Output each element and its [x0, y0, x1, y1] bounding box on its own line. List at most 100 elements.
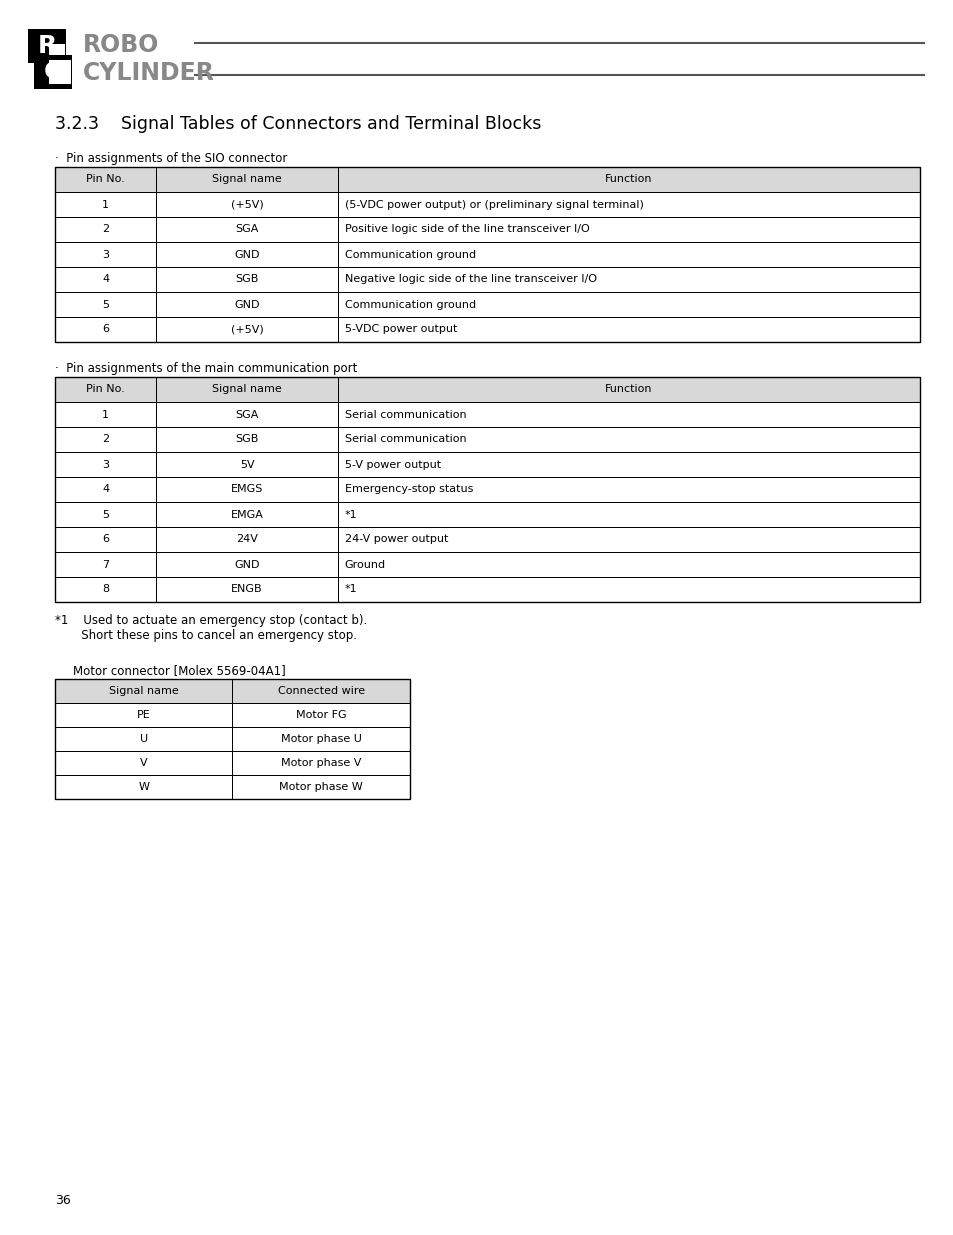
- Bar: [337, 167, 919, 191]
- Bar: [156, 577, 337, 601]
- Bar: [337, 191, 919, 217]
- Bar: [55, 552, 156, 577]
- Bar: [233, 751, 410, 776]
- Text: 1: 1: [102, 200, 109, 210]
- Text: Motor phase V: Motor phase V: [281, 758, 361, 768]
- Bar: [28, 28, 66, 63]
- Text: V: V: [140, 758, 148, 768]
- Text: 1: 1: [102, 410, 109, 420]
- Bar: [55, 751, 233, 776]
- Text: Negative logic side of the line transceiver I/O: Negative logic side of the line transcei…: [344, 274, 597, 284]
- Text: Signal name: Signal name: [109, 685, 178, 697]
- Bar: [55, 377, 156, 403]
- Text: 5V: 5V: [239, 459, 254, 469]
- Text: 2: 2: [102, 435, 109, 445]
- Text: W: W: [138, 782, 149, 792]
- Bar: [337, 242, 919, 267]
- Bar: [55, 403, 156, 427]
- Text: Communication ground: Communication ground: [344, 249, 476, 259]
- Bar: [55, 477, 156, 501]
- Bar: [55, 679, 233, 703]
- Bar: [55, 727, 233, 751]
- Text: 36: 36: [55, 1194, 71, 1207]
- Bar: [55, 191, 156, 217]
- Text: 6: 6: [102, 535, 109, 545]
- Bar: [156, 267, 337, 291]
- Bar: [156, 377, 337, 403]
- Text: Serial communication: Serial communication: [344, 435, 466, 445]
- Bar: [337, 577, 919, 601]
- Text: 3: 3: [102, 249, 109, 259]
- Text: Pin No.: Pin No.: [86, 174, 125, 184]
- Bar: [337, 427, 919, 452]
- Text: SGB: SGB: [235, 435, 258, 445]
- Text: 3: 3: [102, 459, 109, 469]
- Text: SGB: SGB: [235, 274, 258, 284]
- Text: Short these pins to cancel an emergency stop.: Short these pins to cancel an emergency …: [55, 629, 356, 642]
- Bar: [55, 317, 156, 342]
- Text: Signal name: Signal name: [212, 174, 281, 184]
- Text: Function: Function: [604, 384, 652, 394]
- Text: 6: 6: [102, 325, 109, 335]
- Text: 8: 8: [102, 584, 109, 594]
- Text: SGA: SGA: [235, 410, 258, 420]
- Bar: [55, 167, 156, 191]
- Bar: [233, 703, 410, 727]
- Bar: [49, 44, 65, 62]
- Bar: [50, 61, 71, 84]
- Bar: [156, 317, 337, 342]
- Text: GND: GND: [234, 559, 259, 569]
- Text: Serial communication: Serial communication: [344, 410, 466, 420]
- Text: Motor phase U: Motor phase U: [280, 734, 361, 743]
- Bar: [55, 267, 156, 291]
- Bar: [55, 167, 919, 342]
- Text: Emergency-stop status: Emergency-stop status: [344, 484, 473, 494]
- Bar: [55, 427, 156, 452]
- Bar: [156, 501, 337, 527]
- Bar: [156, 291, 337, 317]
- Text: 5: 5: [102, 300, 109, 310]
- Text: *1    Used to actuate an emergency stop (contact b).: *1 Used to actuate an emergency stop (co…: [55, 614, 367, 627]
- Text: Motor connector [Molex 5569-04A1]: Motor connector [Molex 5569-04A1]: [73, 664, 286, 677]
- Text: 5-VDC power output: 5-VDC power output: [344, 325, 456, 335]
- Text: Motor phase W: Motor phase W: [279, 782, 363, 792]
- Bar: [34, 56, 71, 89]
- Text: ROBO: ROBO: [83, 33, 159, 57]
- Bar: [156, 167, 337, 191]
- Bar: [337, 377, 919, 403]
- Text: ·  Pin assignments of the main communication port: · Pin assignments of the main communicat…: [55, 362, 357, 375]
- Text: Connected wire: Connected wire: [277, 685, 364, 697]
- Bar: [55, 776, 233, 799]
- Text: ·  Pin assignments of the SIO connector: · Pin assignments of the SIO connector: [55, 152, 287, 165]
- Bar: [55, 291, 156, 317]
- Text: Communication ground: Communication ground: [344, 300, 476, 310]
- Bar: [337, 452, 919, 477]
- Text: 7: 7: [102, 559, 109, 569]
- Text: 2: 2: [102, 225, 109, 235]
- Text: 3.2.3    Signal Tables of Connectors and Terminal Blocks: 3.2.3 Signal Tables of Connectors and Te…: [55, 115, 540, 133]
- Bar: [156, 552, 337, 577]
- Bar: [156, 191, 337, 217]
- Text: GND: GND: [234, 300, 259, 310]
- Text: Positive logic side of the line transceiver I/O: Positive logic side of the line transcei…: [344, 225, 589, 235]
- Text: Pin No.: Pin No.: [86, 384, 125, 394]
- Text: Function: Function: [604, 174, 652, 184]
- Bar: [156, 242, 337, 267]
- Text: Signal name: Signal name: [212, 384, 281, 394]
- Bar: [55, 527, 156, 552]
- Text: *1: *1: [344, 584, 357, 594]
- Bar: [337, 403, 919, 427]
- Bar: [156, 477, 337, 501]
- Text: 4: 4: [102, 484, 109, 494]
- Bar: [337, 317, 919, 342]
- Bar: [156, 452, 337, 477]
- Text: *1: *1: [344, 510, 357, 520]
- Bar: [156, 527, 337, 552]
- Bar: [337, 501, 919, 527]
- Text: U: U: [139, 734, 148, 743]
- Bar: [337, 217, 919, 242]
- Bar: [337, 477, 919, 501]
- Text: EMGA: EMGA: [231, 510, 263, 520]
- Bar: [55, 703, 233, 727]
- Bar: [233, 727, 410, 751]
